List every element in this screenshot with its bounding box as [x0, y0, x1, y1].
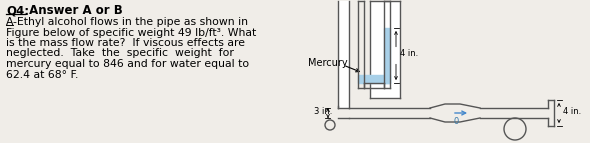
Text: 62.4 at 68° F.: 62.4 at 68° F.	[6, 69, 78, 80]
Text: 4 in.: 4 in.	[400, 49, 418, 58]
Text: 0: 0	[453, 117, 458, 126]
Bar	[364, 75, 390, 83]
Bar	[358, 75, 364, 83]
Text: Mercury: Mercury	[308, 58, 348, 68]
Text: 4 in.: 4 in.	[563, 108, 581, 117]
Bar	[338, 1, 349, 108]
Text: Figure below of specific weight 49 lb/ft³. What: Figure below of specific weight 49 lb/ft…	[6, 27, 256, 37]
Bar	[370, 1, 400, 98]
Text: A: A	[6, 17, 14, 27]
Text: 3 in.: 3 in.	[314, 107, 332, 116]
Bar	[384, 28, 390, 83]
Text: -Ethyl alcohol flows in the pipe as shown in: -Ethyl alcohol flows in the pipe as show…	[13, 17, 248, 27]
Text: Answer A or B: Answer A or B	[25, 4, 123, 17]
Text: neglected.  Take  the  specific  weight  for: neglected. Take the specific weight for	[6, 48, 234, 58]
Text: mercury equal to 846 and for water equal to: mercury equal to 846 and for water equal…	[6, 59, 249, 69]
Text: is the mass flow rate?  If viscous effects are: is the mass flow rate? If viscous effect…	[6, 38, 245, 48]
Text: Q4:: Q4:	[6, 4, 29, 17]
